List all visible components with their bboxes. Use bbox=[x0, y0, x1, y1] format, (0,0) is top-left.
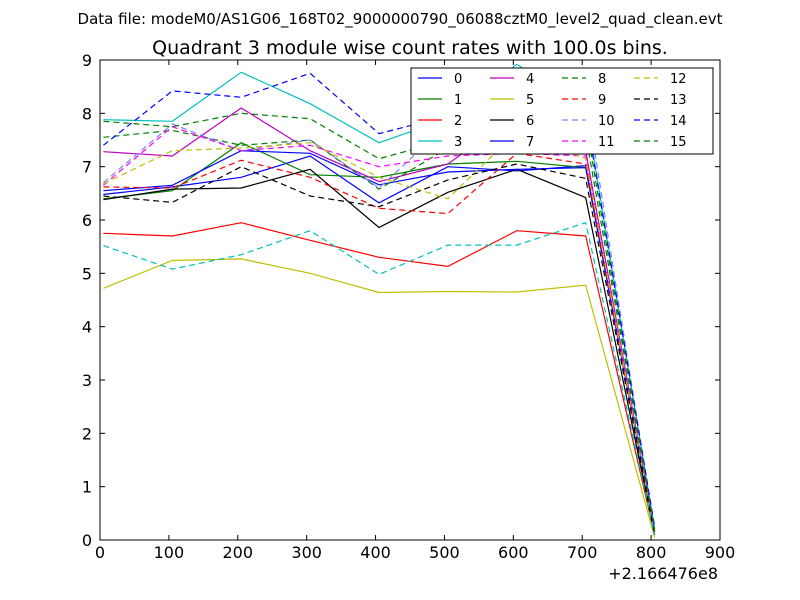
chart-title: Quadrant 3 module wise count rates with … bbox=[152, 37, 668, 59]
legend-label-7: 7 bbox=[526, 135, 534, 150]
legend-label-0: 0 bbox=[454, 72, 462, 87]
axis-ticks bbox=[99, 59, 721, 541]
y-tick-label: 1 bbox=[82, 478, 92, 497]
y-tick-label: 3 bbox=[82, 371, 92, 390]
legend-label-15: 15 bbox=[670, 135, 687, 150]
legend-box bbox=[410, 67, 714, 155]
x-tick-label: 800 bbox=[636, 543, 667, 562]
y-tick-label: 9 bbox=[82, 51, 92, 70]
y-tick-label: 0 bbox=[82, 531, 92, 550]
series-line-9 bbox=[103, 152, 656, 533]
plot-frame bbox=[99, 59, 721, 541]
series-line-8 bbox=[103, 129, 656, 530]
series-line-4 bbox=[103, 107, 656, 533]
x-tick-label: 700 bbox=[567, 543, 598, 562]
y-tick-label: 5 bbox=[82, 264, 92, 283]
y-tick-label: 4 bbox=[82, 318, 92, 337]
legend-label-12: 12 bbox=[670, 72, 687, 87]
series-line-extra-16 bbox=[103, 221, 656, 535]
x-tick-label: 400 bbox=[360, 543, 391, 562]
legend-label-13: 13 bbox=[670, 93, 687, 108]
x-offset-label: +2.166476e8 bbox=[608, 564, 718, 583]
series-line-12 bbox=[103, 131, 656, 535]
x-tick-label: 500 bbox=[429, 543, 460, 562]
series-line-1 bbox=[103, 142, 656, 533]
x-tick-label: 900 bbox=[705, 543, 736, 562]
legend-label-9: 9 bbox=[598, 93, 606, 108]
legend-label-4: 4 bbox=[526, 72, 534, 87]
y-tick-label: 7 bbox=[82, 158, 92, 177]
legend-label-3: 3 bbox=[454, 135, 462, 150]
series-line-5 bbox=[103, 258, 656, 538]
legend-label-1: 1 bbox=[454, 93, 462, 108]
legend-label-6: 6 bbox=[526, 114, 534, 129]
legend-label-8: 8 bbox=[598, 72, 606, 87]
data-file-label: Data file: modeM0/AS1G06_168T02_90000007… bbox=[78, 10, 723, 29]
x-tick-label: 200 bbox=[223, 543, 254, 562]
legend-label-11: 11 bbox=[598, 135, 615, 150]
series-line-13 bbox=[103, 163, 656, 534]
x-tick-label: 100 bbox=[154, 543, 185, 562]
legend-label-10: 10 bbox=[598, 114, 615, 129]
y-tick-label: 2 bbox=[82, 424, 92, 443]
x-tick-label: 0 bbox=[95, 543, 105, 562]
y-tick-label: 6 bbox=[82, 211, 92, 230]
x-tick-label: 600 bbox=[498, 543, 529, 562]
legend-label-5: 5 bbox=[526, 93, 534, 108]
series-line-11 bbox=[103, 126, 656, 533]
series-line-10 bbox=[103, 83, 656, 530]
legend-label-14: 14 bbox=[670, 114, 687, 129]
series-line-2 bbox=[103, 222, 656, 535]
y-tick-label: 8 bbox=[82, 104, 92, 123]
x-tick-label: 300 bbox=[291, 543, 322, 562]
series-line-6 bbox=[103, 168, 656, 535]
series-line-7 bbox=[103, 150, 656, 533]
series-line-0 bbox=[103, 155, 656, 534]
legend-label-2: 2 bbox=[454, 114, 462, 129]
